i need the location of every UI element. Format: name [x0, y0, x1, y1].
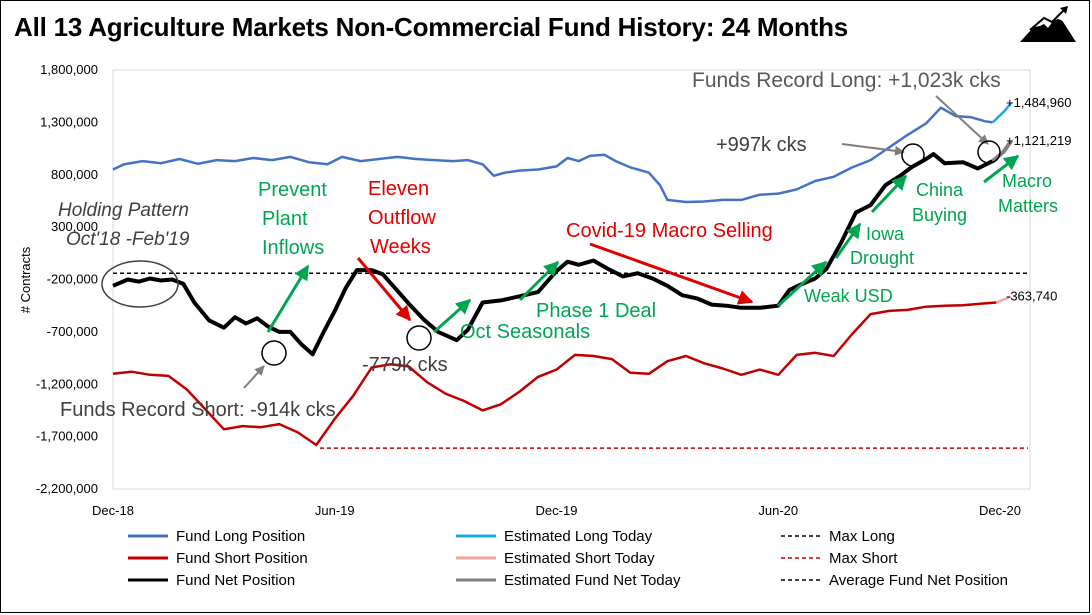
series-long-est [991, 102, 1013, 124]
annotation-prevent-1: Prevent [258, 179, 327, 201]
annotation-record-short: Funds Record Short: -914k cks [60, 399, 336, 421]
annotation-weak-usd: Weak USD [804, 286, 893, 306]
y-tick-label: -700,000 [47, 324, 98, 339]
annotation-phase1: Phase 1 Deal [536, 300, 656, 322]
arrow-china [870, 174, 908, 214]
y-tick-label: -1,200,000 [36, 376, 98, 391]
arrow-record-long [935, 95, 989, 145]
circle-record-short [261, 340, 287, 366]
y-tick-label: 1,300,000 [40, 114, 98, 129]
arrow-macro [983, 154, 1020, 184]
y-tick-label: -1,700,000 [36, 429, 98, 444]
plot-area [112, 69, 1031, 490]
chart-title: All 13 Agriculture Markets Non-Commercia… [14, 12, 849, 42]
end-label: +1,121,219 [1006, 133, 1071, 148]
y-axis-label: # Contracts [18, 246, 33, 313]
y-tick-label: -2,200,000 [36, 481, 98, 496]
annotation-china-2: Buying [912, 205, 967, 225]
x-tick-label: Dec-18 [92, 503, 134, 518]
annotation-eleven-2: Outflow [368, 207, 436, 229]
annotation-arrows [243, 95, 1020, 389]
annotation-prevent-3: Inflows [262, 237, 324, 259]
x-tick-label: Jun-19 [315, 503, 355, 518]
arrow-weak-usd [776, 260, 828, 308]
end-label: +1,484,960 [1006, 95, 1071, 110]
annotation-eleven-3: Weeks [370, 236, 431, 258]
series-short [112, 301, 997, 447]
annotation-oct-seasonals: Oct Seasonals [460, 321, 590, 343]
holding-ellipse [101, 260, 179, 308]
annotation-holding-2: Oct'18 -Feb'19 [66, 229, 190, 250]
x-axis: Dec-18 Jun-19 Dec-19 Jun-20 Dec-20 [92, 503, 1021, 518]
annotation-779k: -779k cks [362, 354, 448, 376]
annotation-china-1: China [916, 180, 964, 200]
y-tick-label: 800,000 [51, 167, 98, 182]
circle-record-long [977, 140, 1001, 164]
arrow-prevent-plant [266, 264, 310, 333]
arrow-997k [841, 143, 905, 156]
end-labels: +1,484,960 +1,121,219 -363,740 [1006, 95, 1071, 304]
end-label: -363,740 [1006, 289, 1057, 304]
annotation-prevent-2: Plant [262, 208, 308, 230]
arrow-oct-seasonals [433, 298, 472, 334]
annotation-holding-1: Holding Pattern [58, 200, 189, 221]
legend-label: Fund Short Position [176, 550, 308, 567]
annotation-iowa-1: Iowa [866, 224, 905, 244]
arrow-covid [589, 242, 754, 305]
highlight-circles [101, 140, 1001, 366]
x-tick-label: Jun-20 [758, 503, 798, 518]
legend-label: Max Short [829, 550, 898, 567]
arrow-iowa [834, 222, 862, 259]
annotation-macro-1: Macro [1002, 171, 1052, 191]
annotation-eleven-1: Eleven [368, 178, 429, 200]
y-tick-label: 1,800,000 [40, 62, 98, 77]
arrow-eleven-weeks [356, 257, 412, 322]
x-tick-label: Dec-19 [536, 503, 578, 518]
annotation-iowa-2: Drought [850, 248, 914, 268]
arrow-record-short [243, 365, 265, 389]
annotation-record-long: Funds Record Long: +1,023k cks [692, 69, 1001, 92]
series-short-est [995, 295, 1012, 304]
circle-779k [406, 325, 432, 351]
mountain-logo [1015, 6, 1077, 46]
series-net-est [991, 139, 1013, 163]
y-tick-label: 300,000 [51, 219, 98, 234]
legend-label: Average Fund Net Position [829, 572, 1008, 589]
circle-997k [901, 143, 925, 167]
annotation-covid: Covid-19 Macro Selling [566, 220, 773, 242]
legend-label: Max Long [829, 528, 895, 545]
series-lines [112, 102, 1013, 447]
annotation-997k: +997k cks [716, 134, 807, 156]
arrow-phase1 [518, 260, 560, 302]
legend-label: Fund Net Position [176, 572, 295, 589]
y-axis: 1,800,000 1,300,000 800,000 300,000 -200,000… [36, 62, 1031, 496]
series-long [112, 106, 993, 204]
legend-label: Estimated Fund Net Today [504, 572, 681, 589]
legend-label: Fund Long Position [176, 528, 305, 545]
legend: Fund Long Position Estimated Long Today Ma… [128, 528, 1008, 589]
reference-lines [113, 272, 1028, 449]
y-tick-label: -200,000 [47, 272, 98, 287]
legend-label: Estimated Long Today [504, 528, 653, 545]
legend-label: Estimated Short Today [504, 550, 655, 567]
annotation-macro-2: Matters [998, 196, 1058, 216]
x-tick-label: Dec-20 [979, 503, 1021, 518]
series-net [112, 152, 994, 357]
annotation-texts: Funds Record Long: +1,023k cks +997k cks… [58, 69, 1058, 421]
